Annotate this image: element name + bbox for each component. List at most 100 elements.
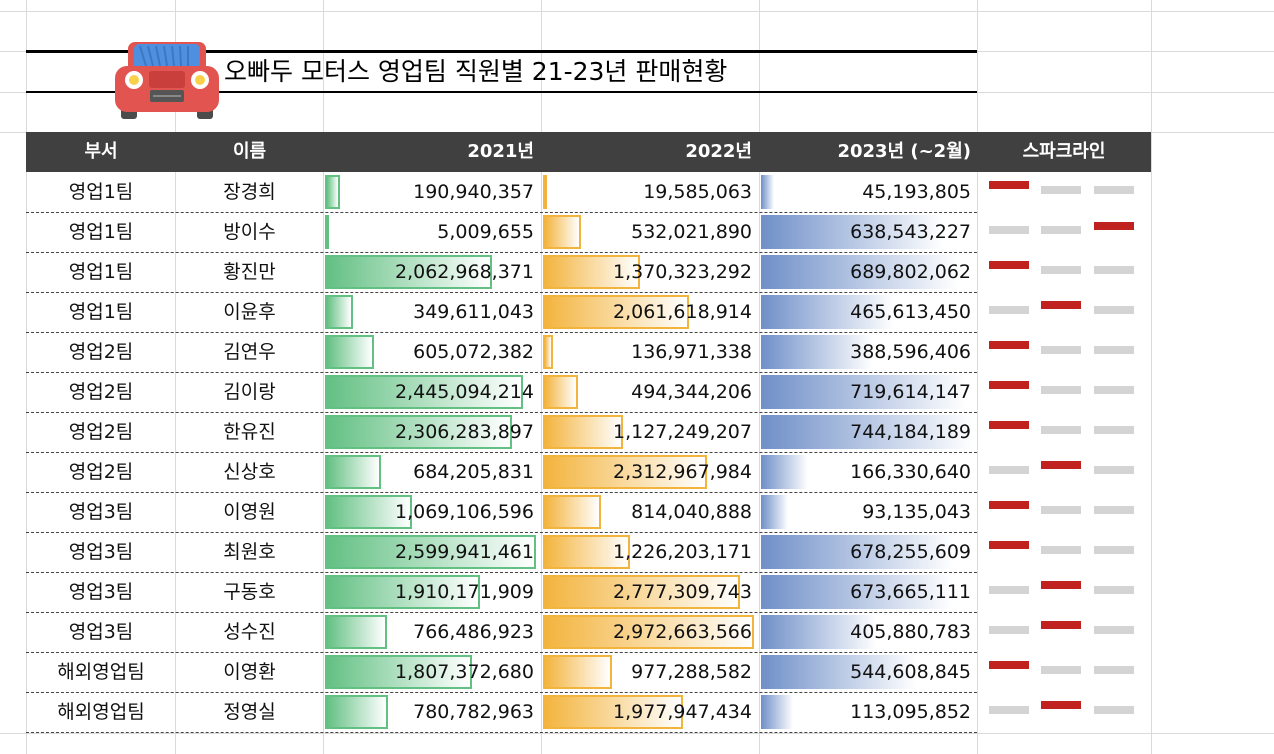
sales-2022-cell[interactable]: 136,971,338	[541, 332, 758, 372]
name-cell[interactable]: 황진만	[223, 261, 276, 283]
sales-2022-cell[interactable]: 977,288,582	[541, 652, 758, 692]
sales-2021-cell[interactable]: 2,599,941,461	[323, 532, 540, 572]
sales-2023-cell[interactable]: 638,543,227	[759, 212, 977, 252]
sparkline	[989, 412, 1139, 452]
sales-2023-cell[interactable]: 465,613,450	[759, 292, 977, 332]
dept-cell[interactable]: 영업3팀	[68, 621, 134, 643]
sales-2022-cell[interactable]: 1,127,249,207	[541, 412, 758, 452]
dept-cell[interactable]: 영업2팀	[68, 341, 134, 363]
sparkline	[989, 372, 1139, 412]
sales-2021-cell[interactable]: 349,611,043	[323, 292, 540, 332]
sales-2021-cell[interactable]: 684,205,831	[323, 452, 540, 492]
name-cell[interactable]: 김이랑	[223, 381, 276, 403]
sparkline	[989, 532, 1139, 572]
sales-value: 532,021,890	[631, 221, 752, 243]
sales-2021-cell[interactable]: 780,782,963	[323, 692, 540, 732]
dept-cell[interactable]: 영업3팀	[68, 501, 134, 523]
header-sparkline: 스파크라인	[1022, 141, 1106, 162]
sales-2023-cell[interactable]: 45,193,805	[759, 172, 977, 212]
sales-2022-cell[interactable]: 814,040,888	[541, 492, 758, 532]
sales-2023-cell[interactable]: 744,184,189	[759, 412, 977, 452]
table-row: 영업2팀 신상호 684,205,831 2,312,967,984 166,330,6…	[26, 452, 1151, 493]
dept-cell[interactable]: 영업3팀	[68, 541, 134, 563]
name-cell[interactable]: 성수진	[223, 621, 276, 643]
name-cell[interactable]: 구동호	[223, 581, 276, 603]
sales-2021-cell[interactable]: 2,445,094,214	[323, 372, 540, 412]
data-bar-2021	[325, 455, 381, 489]
header-name: 이름	[232, 141, 267, 162]
name-cell[interactable]: 장경희	[223, 181, 276, 203]
sparkline	[989, 252, 1139, 292]
sparkline-segment	[1041, 546, 1081, 554]
sparkline-segment	[989, 706, 1029, 714]
sparkline-segment	[989, 341, 1029, 349]
sales-2021-cell[interactable]: 5,009,655	[323, 212, 540, 252]
dept-cell[interactable]: 영업2팀	[68, 421, 134, 443]
name-cell[interactable]: 신상호	[223, 461, 276, 483]
sales-2021-cell[interactable]: 605,072,382	[323, 332, 540, 372]
sales-2023-cell[interactable]: 166,330,640	[759, 452, 977, 492]
dept-cell[interactable]: 영업1팀	[68, 181, 134, 203]
sales-2022-cell[interactable]: 2,777,309,743	[541, 572, 758, 612]
sales-2021-cell[interactable]: 1,069,106,596	[323, 492, 540, 532]
name-cell[interactable]: 김연우	[223, 341, 276, 363]
sales-2021-cell[interactable]: 1,910,171,909	[323, 572, 540, 612]
sparkline-segment	[1041, 186, 1081, 194]
name-cell[interactable]: 이윤후	[223, 301, 276, 323]
sales-2022-cell[interactable]: 532,021,890	[541, 212, 758, 252]
sales-2022-cell[interactable]: 1,977,947,434	[541, 692, 758, 732]
dept-cell[interactable]: 해외영업팀	[57, 701, 145, 723]
sales-2021-cell[interactable]: 1,807,372,680	[323, 652, 540, 692]
data-bar-2022	[543, 655, 612, 689]
sparkline-segment	[1094, 222, 1134, 230]
sales-2023-cell[interactable]: 673,665,111	[759, 572, 977, 612]
sales-2023-cell[interactable]: 544,608,845	[759, 652, 977, 692]
data-bar-2021	[325, 375, 523, 409]
sales-2021-cell[interactable]: 190,940,357	[323, 172, 540, 212]
dept-cell[interactable]: 영업1팀	[68, 221, 134, 243]
sales-2023-cell[interactable]: 689,802,062	[759, 252, 977, 292]
row-divider	[26, 492, 977, 493]
sales-2021-cell[interactable]: 766,486,923	[323, 612, 540, 652]
data-bar-2021	[325, 335, 374, 369]
sales-2022-cell[interactable]: 1,370,323,292	[541, 252, 758, 292]
sales-2022-cell[interactable]: 2,312,967,984	[541, 452, 758, 492]
sparkline-segment	[989, 261, 1029, 269]
sales-2023-cell[interactable]: 113,095,852	[759, 692, 977, 732]
sparkline-segment	[989, 626, 1029, 634]
name-cell[interactable]: 방이수	[223, 221, 276, 243]
sales-value: 1,226,203,171	[612, 541, 752, 563]
name-cell[interactable]: 이영환	[223, 661, 276, 683]
dept-cell[interactable]: 해외영업팀	[57, 661, 145, 683]
table-row: 영업2팀 한유진 2,306,283,897 1,127,249,207 744,184…	[26, 412, 1151, 453]
sales-2021-cell[interactable]: 2,062,968,371	[323, 252, 540, 292]
sales-value: 1,069,106,596	[394, 501, 534, 523]
name-cell[interactable]: 최원호	[223, 541, 276, 563]
sales-value: 136,971,338	[631, 341, 752, 363]
name-cell[interactable]: 한유진	[223, 421, 276, 443]
table-row: 영업3팀 최원호 2,599,941,461 1,226,203,171 678,255…	[26, 532, 1151, 573]
dept-cell[interactable]: 영업1팀	[68, 261, 134, 283]
sales-2023-cell[interactable]: 719,614,147	[759, 372, 977, 412]
table-row: 영업3팀 구동호 1,910,171,909 2,777,309,743 673,665…	[26, 572, 1151, 613]
sales-2023-cell[interactable]: 93,135,043	[759, 492, 977, 532]
sales-2022-cell[interactable]: 2,972,663,566	[541, 612, 758, 652]
table-row: 해외영업팀 이영환 1,807,372,680 977,288,582 544,608,…	[26, 652, 1151, 693]
sales-2021-cell[interactable]: 2,306,283,897	[323, 412, 540, 452]
dept-cell[interactable]: 영업3팀	[68, 581, 134, 603]
sales-value: 405,880,783	[850, 621, 971, 643]
sales-2022-cell[interactable]: 19,585,063	[541, 172, 758, 212]
sales-2022-cell[interactable]: 494,344,206	[541, 372, 758, 412]
sales-2023-cell[interactable]: 678,255,609	[759, 532, 977, 572]
name-cell[interactable]: 정영실	[223, 701, 276, 723]
data-bar-2021	[325, 615, 387, 649]
dept-cell[interactable]: 영업2팀	[68, 381, 134, 403]
sales-2022-cell[interactable]: 2,061,618,914	[541, 292, 758, 332]
sales-2023-cell[interactable]: 405,880,783	[759, 612, 977, 652]
name-cell[interactable]: 이영원	[223, 501, 276, 523]
sales-2022-cell[interactable]: 1,226,203,171	[541, 532, 758, 572]
sales-2023-cell[interactable]: 388,596,406	[759, 332, 977, 372]
dept-cell[interactable]: 영업1팀	[68, 301, 134, 323]
dept-cell[interactable]: 영업2팀	[68, 461, 134, 483]
sparkline-segment	[989, 181, 1029, 189]
